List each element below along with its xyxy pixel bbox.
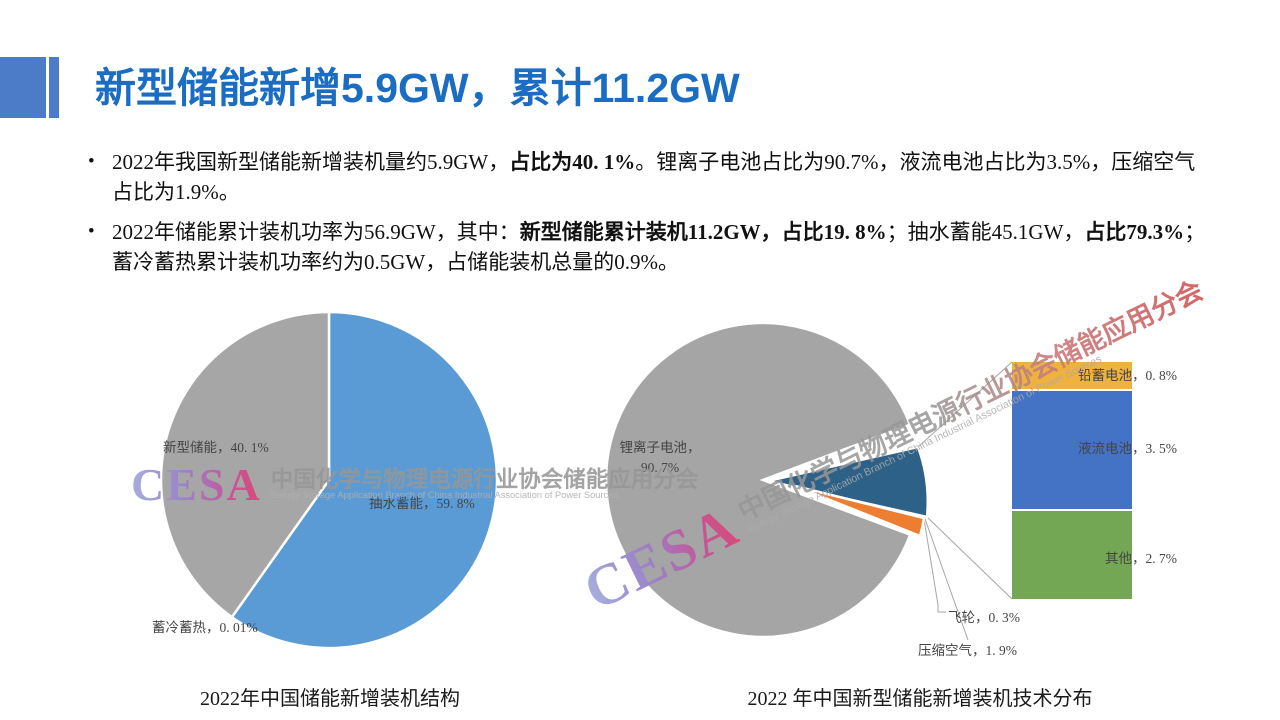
label-thermal: 蓄冷蓄热，0. 01% bbox=[152, 620, 258, 635]
label-lithium-line1: 锂离子电池， bbox=[620, 439, 701, 455]
bullet-marker: • bbox=[88, 221, 95, 242]
bullet-text-1: 2022年我国新型储能新增装机量约5.9GW，占比为40. 1%。锂离子电池占比… bbox=[112, 147, 1210, 207]
title-accent-square bbox=[0, 57, 46, 118]
pie-slice-pumped-storage bbox=[230, 310, 499, 650]
bar-segment-other bbox=[1012, 511, 1132, 599]
right-bar-of-pie-chart: 锂离子电池， 90. 7% 铅蓄电池，0. 8% 液流电池，3. 5% 其他，2… bbox=[604, 321, 1177, 658]
bar-segment-flow-battery bbox=[1012, 391, 1132, 509]
label-flywheel: 飞轮，0. 3% bbox=[948, 610, 1020, 625]
bullet-item-2: • 2022年储能累计装机功率为56.9GW，其中：新型储能累计装机11.2GW… bbox=[88, 217, 1210, 277]
bullet-list: • 2022年我国新型储能新增装机量约5.9GW，占比为40. 1%。锂离子电池… bbox=[88, 147, 1210, 287]
leader-line-flywheel bbox=[923, 518, 946, 613]
connector-line-bottom bbox=[926, 516, 1013, 600]
pie-slice-breakout-group bbox=[767, 445, 929, 519]
pie-slice-new-type-storage bbox=[159, 310, 331, 619]
connector-line-top bbox=[917, 361, 1013, 448]
label-lead-acid: 铅蓄电池，0. 8% bbox=[1078, 368, 1177, 383]
label-other: 其他，2. 7% bbox=[1105, 551, 1177, 566]
title-accent-bar bbox=[49, 57, 59, 118]
b2-bold2: 占比79.3% bbox=[1084, 220, 1185, 244]
label-pumped: 抽水蓄能，59. 8% bbox=[369, 496, 475, 511]
label-lithium-line2: 90. 7% bbox=[641, 460, 679, 475]
b2-run2: ；抽水蓄能45.1GW， bbox=[886, 220, 1085, 244]
bullet-item-1: • 2022年我国新型储能新增装机量约5.9GW，占比为40. 1%。锂离子电池… bbox=[88, 147, 1210, 207]
label-compressed-air: 压缩空气，1. 9% bbox=[918, 643, 1017, 658]
bullet-text-2: 2022年储能累计装机功率为56.9GW，其中：新型储能累计装机11.2GW，占… bbox=[112, 217, 1210, 277]
pie-slice-lithium bbox=[604, 321, 912, 639]
bullet-marker: • bbox=[88, 151, 95, 172]
right-chart-caption: 2022 年中国新型储能新增装机技术分布 bbox=[747, 688, 1093, 710]
bar-segment-lead-acid bbox=[1012, 362, 1132, 389]
page-title: 新型储能新增5.9GW，累计11.2GW bbox=[95, 65, 740, 111]
b2-bold1: 新型储能累计装机11.2GW，占比19. 8% bbox=[519, 220, 887, 244]
b1-bold1: 占比为40. 1% bbox=[509, 150, 636, 174]
leader-line-compressed-air bbox=[924, 518, 969, 641]
b1-run2: 。锂离子电池占比为90.7%，液流电池占比为3.5%，压缩空气占比为1.9%。 bbox=[112, 150, 1196, 204]
b2-run3: ；蓄冷蓄热累计装机功率约为0.5GW，占储能装机总量的0.9%。 bbox=[112, 220, 1206, 274]
b1-run1: 2022年我国新型储能新增装机量约5.9GW， bbox=[112, 150, 510, 174]
label-new-type: 新型储能，40. 1% bbox=[163, 440, 269, 455]
label-flow-battery: 液流电池，3. 5% bbox=[1078, 441, 1177, 456]
left-chart-caption: 2022年中国储能新增装机结构 bbox=[200, 688, 460, 710]
b2-run1: 2022年储能累计装机功率为56.9GW，其中： bbox=[112, 220, 520, 244]
pie-slice-compressed-air bbox=[794, 484, 926, 538]
left-pie-chart: 新型储能，40. 1% 抽水蓄能，59. 8% 蓄冷蓄热，0. 01% bbox=[152, 310, 499, 650]
